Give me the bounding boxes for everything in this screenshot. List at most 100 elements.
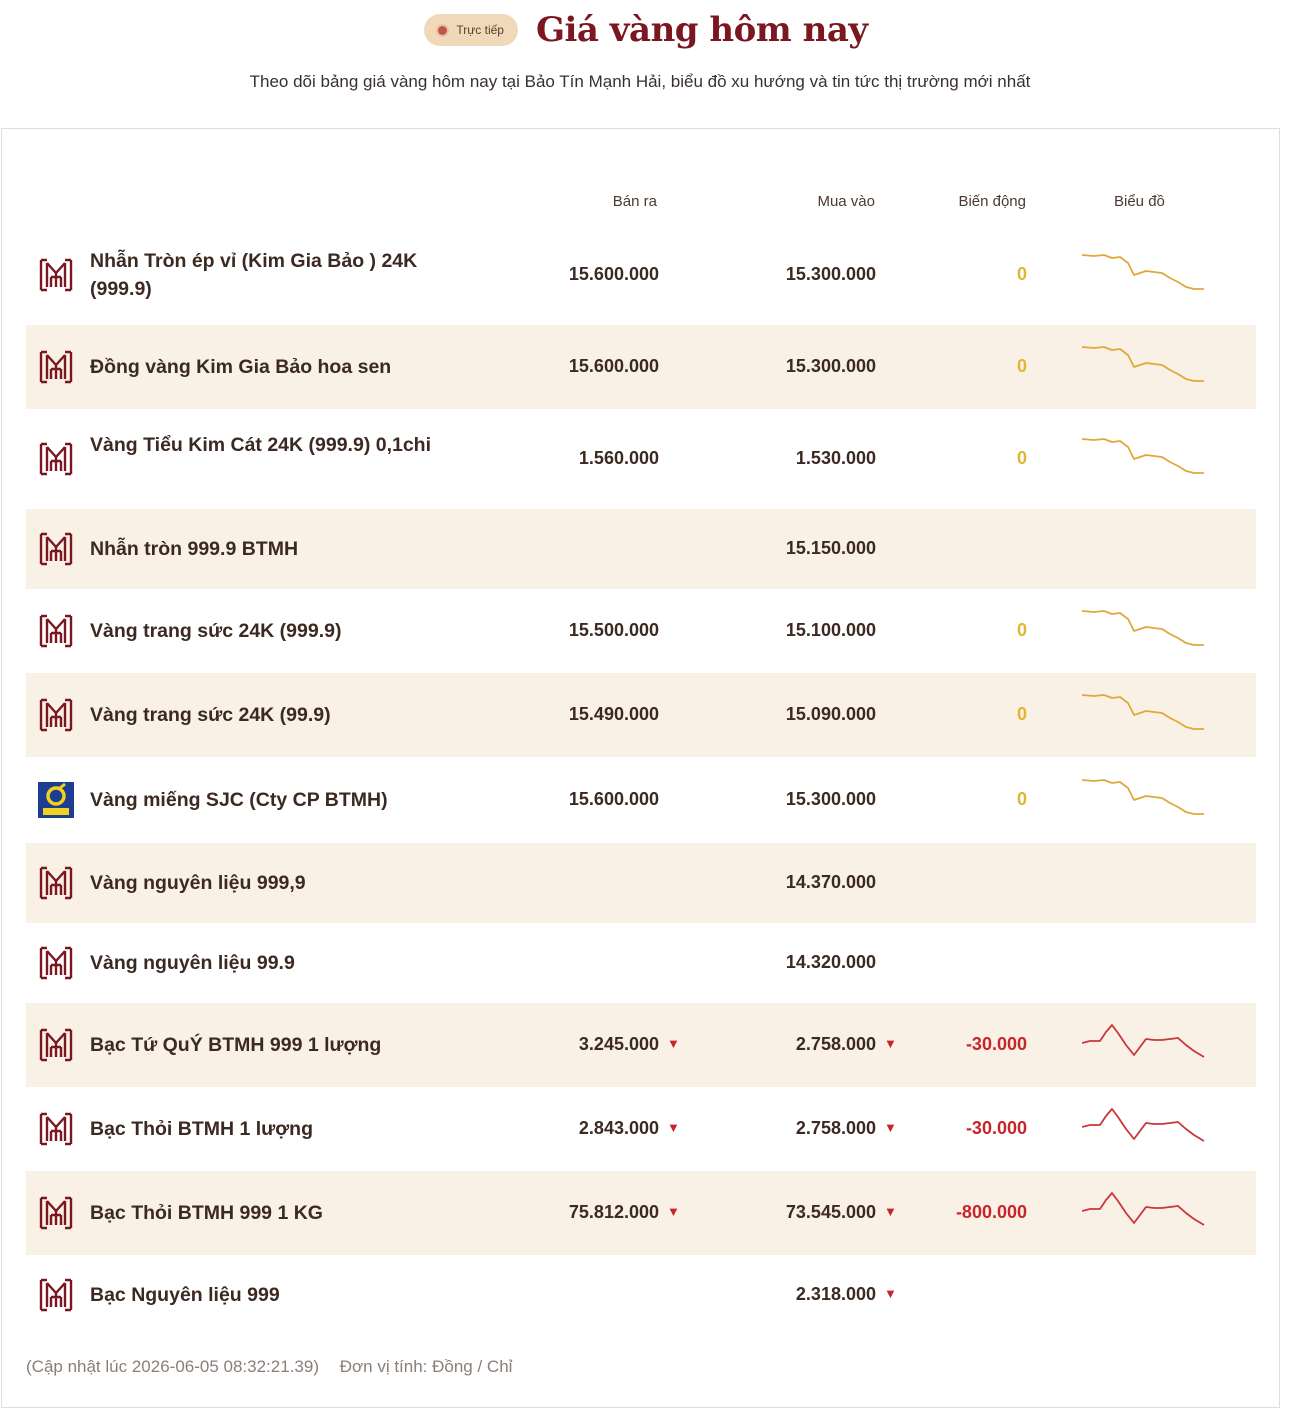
sparkline-path <box>1081 1024 1205 1058</box>
buy-price: 2.758.000 <box>795 1034 876 1054</box>
buy-down-arrow-icon: ▼ <box>884 1036 897 1051</box>
buy-price: 2.318.000 <box>795 1284 876 1304</box>
btmh-logo-icon <box>38 531 74 567</box>
table-row: Vàng nguyên liệu 999,9 14.370.000 <box>26 843 1256 923</box>
unit-label: Đơn vị tính: Đồng / Chỉ <box>339 1357 513 1376</box>
table-row: Nhẫn Tròn ép vỉ (Kim Gia Bảo ) 24K (999.… <box>26 225 1256 325</box>
sell-price: 75.812.000 <box>568 1202 659 1222</box>
price-change: 0 <box>1016 264 1027 284</box>
sell-down-arrow-icon: ▼ <box>667 1120 680 1135</box>
buy-price: 14.320.000 <box>785 952 876 972</box>
trend-sparkline[interactable] <box>1081 249 1206 297</box>
buy-down-arrow-icon: ▼ <box>884 1204 897 1219</box>
btmh-logo-icon <box>38 1027 74 1063</box>
buy-price: 73.545.000 <box>785 1202 876 1222</box>
buy-price: 15.300.000 <box>785 356 876 376</box>
trend-sparkline[interactable] <box>1081 1019 1206 1067</box>
buy-down-arrow-icon: ▼ <box>884 1286 897 1301</box>
product-name: Vàng miếng SJC (Cty CP BTMH) <box>90 789 388 811</box>
buy-price: 15.100.000 <box>785 620 876 640</box>
product-name: Vàng nguyên liệu 99.9 <box>90 952 295 974</box>
product-name: Bạc Nguyên liệu 999 <box>90 1284 280 1306</box>
sell-price: 15.600.000 <box>568 356 659 376</box>
sparkline-path <box>1081 438 1204 474</box>
sell-price: 1.560.000 <box>578 448 659 468</box>
title-row: Trực tiếp Giá vàng hôm nay <box>0 10 1292 50</box>
page-title: Giá vàng hôm nay <box>535 10 868 50</box>
sparkline-path <box>1081 346 1204 382</box>
sell-price: 3.245.000 <box>578 1034 659 1054</box>
table-row: Đồng vàng Kim Gia Bảo hoa sen 15.600.000 1… <box>26 325 1256 409</box>
btmh-logo-icon <box>38 1195 74 1231</box>
sjc-logo-icon <box>38 782 74 818</box>
product-name: Bạc Thỏi BTMH 1 lượng <box>90 1118 313 1140</box>
page-subtitle: Theo dõi bảng giá vàng hôm nay tại Bảo T… <box>249 72 1031 91</box>
product-name: Vàng trang sức 24K (99.9) <box>90 704 331 726</box>
btmh-logo-icon <box>38 945 74 981</box>
btmh-logo-icon <box>38 441 74 477</box>
product-name: Vàng Tiểu Kim Cát 24K (999.9) 0,1chi <box>90 434 432 456</box>
table-row: Bạc Thỏi BTMH 1 lượng 2.843.000 2.758.000 ▼… <box>26 1087 1256 1171</box>
trend-sparkline[interactable] <box>1081 433 1206 481</box>
sparkline-path <box>1081 694 1204 730</box>
btmh-logo-icon <box>38 865 74 901</box>
price-change: 0 <box>1016 704 1027 724</box>
trend-sparkline[interactable] <box>1081 341 1206 389</box>
product-name: Nhẫn tròn 999.9 BTMH <box>90 538 299 560</box>
table-row: Vàng trang sức 24K (999.9) 15.500.000 15.1… <box>26 589 1256 673</box>
price-change: 0 <box>1016 789 1027 809</box>
page-header: Trực tiếp Giá vàng hôm nay Theo dõi bảng… <box>0 0 1292 128</box>
sparkline-path <box>1081 1192 1205 1226</box>
buy-price: 15.300.000 <box>785 264 876 284</box>
table-footer: (Cập nhật lúc 2026-06-05 08:32:21.39) Đơ… <box>26 1357 528 1377</box>
trend-sparkline[interactable] <box>1081 605 1206 653</box>
sell-price: 15.490.000 <box>568 704 659 724</box>
sell-down-arrow-icon: ▼ <box>667 1204 680 1219</box>
buy-price: 1.530.000 <box>795 448 876 468</box>
sell-down-arrow-icon: ▼ <box>667 1036 680 1051</box>
price-change: 0 <box>1016 448 1027 468</box>
table-row: Vàng trang sức 24K (99.9) 15.490.000 15.09… <box>26 673 1256 757</box>
live-label: Trực tiếp <box>456 23 504 37</box>
buy-price: 14.370.000 <box>785 872 876 892</box>
buy-price: 15.090.000 <box>785 704 876 724</box>
sparkline-path <box>1081 610 1204 646</box>
table-row: Bạc Nguyên liệu 999 2.318.000 ▼ <box>26 1255 1256 1335</box>
buy-down-arrow-icon: ▼ <box>884 1120 897 1135</box>
live-badge: Trực tiếp <box>424 14 518 46</box>
btmh-logo-icon <box>38 1277 74 1313</box>
sell-price: 15.600.000 <box>568 789 659 809</box>
table-row: Nhẫn tròn 999.9 BTMH 15.150.000 <box>26 509 1256 589</box>
column-header-sell: Bán ra <box>612 193 657 210</box>
btmh-logo-icon <box>38 613 74 649</box>
table-row: Vàng miếng SJC (Cty CP BTMH) 15.600.000 15… <box>26 757 1256 843</box>
trend-sparkline[interactable] <box>1081 774 1206 822</box>
btmh-logo-icon <box>38 257 74 293</box>
product-name: Vàng nguyên liệu 999,9 <box>90 872 306 894</box>
table-row: Vàng Tiểu Kim Cát 24K (999.9) 0,1chi 1.56… <box>26 409 1256 509</box>
price-change: -30.000 <box>965 1034 1027 1054</box>
sell-price: 15.600.000 <box>568 264 659 284</box>
trend-sparkline[interactable] <box>1081 1187 1206 1235</box>
price-change: 0 <box>1016 620 1027 640</box>
live-dot-icon <box>438 25 448 35</box>
price-change: -800.000 <box>955 1202 1027 1222</box>
price-table-card: Bán ra Mua vào Biến động Biểu đồ Nhẫn Tr… <box>1 128 1280 1408</box>
table-row: Bạc Tứ QuÝ BTMH 999 1 lượng 3.245.000 2.75… <box>26 1003 1256 1087</box>
trend-sparkline[interactable] <box>1081 1103 1206 1151</box>
sell-price: 2.843.000 <box>578 1118 659 1138</box>
column-header-change: Biến động <box>958 193 1026 210</box>
buy-price: 2.758.000 <box>795 1118 876 1138</box>
column-header-chart: Biểu đồ <box>1114 193 1165 210</box>
btmh-logo-icon <box>38 1111 74 1147</box>
buy-price: 15.150.000 <box>785 538 876 558</box>
table-row: Bạc Thỏi BTMH 999 1 KG 75.812.000 73.545.0… <box>26 1171 1256 1255</box>
trend-sparkline[interactable] <box>1081 689 1206 737</box>
btmh-logo-icon <box>38 697 74 733</box>
product-name: Bạc Tứ QuÝ BTMH 999 1 lượng <box>90 1034 382 1056</box>
sparkline-path <box>1081 1108 1205 1142</box>
column-header-buy: Mua vào <box>817 193 875 210</box>
product-name: Nhẫn Tròn ép vỉ (Kim Gia Bảo ) 24K (999.… <box>90 250 418 300</box>
sparkline-path <box>1081 779 1204 815</box>
sell-price: 15.500.000 <box>568 620 659 640</box>
